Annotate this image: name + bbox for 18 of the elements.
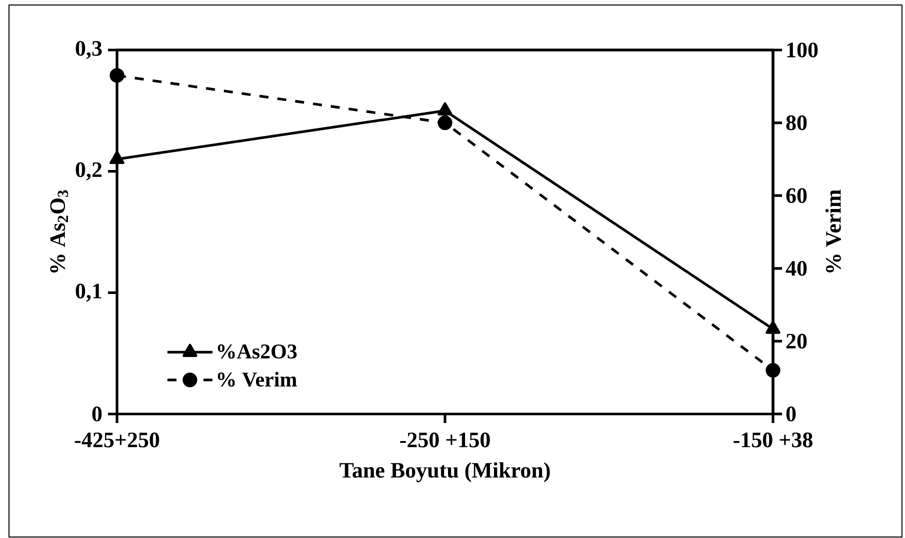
x-tick-label: -250 +150 [400,432,490,448]
y2-tick-label: 100 [787,42,818,58]
x-tick-label: -150 +38 [734,432,812,448]
y2-tick-label: 80 [786,115,807,130]
x-tick-label: -425+250 [74,432,160,448]
legend-label: % Verim [218,372,297,387]
y-tick-label: 0,3 [76,40,102,60]
y-axis-title: % As$_{2}$O$_{3}$ [50,190,68,272]
y-tick-label: 0,1 [76,284,102,302]
y2-tick-label: 0 [786,406,796,422]
y2-tick-label: 20 [786,334,807,349]
legend-label: %As2O3 [218,344,297,359]
y2-tick-label: 60 [786,188,807,204]
y-tick-label: 0 [92,406,102,422]
y2-tick-label: 40 [786,260,807,276]
y-tick-label: 0,2 [76,162,102,180]
x-axis-title: Tane Boyutu (Mikron) [340,462,550,482]
y2-axis-title: % Verim [825,190,841,272]
